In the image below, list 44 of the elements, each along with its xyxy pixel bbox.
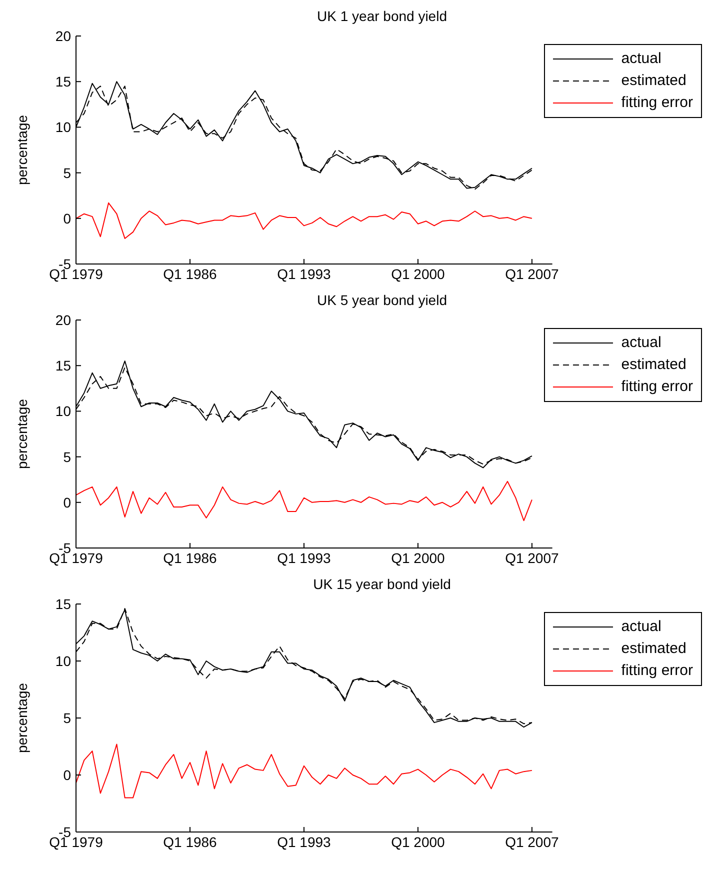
y-tick-label: 20 [55,28,72,44]
x-tick-label: Q1 2000 [391,834,446,850]
x-tick-label: Q1 1993 [277,834,332,850]
x-tick-label: Q1 2000 [391,550,446,566]
chart-title: UK 15 year bond yield [312,576,452,594]
y-axis-title: percentage [14,682,30,754]
y-tick-label: 0 [63,766,72,783]
x-tick-label: Q1 2007 [505,550,560,566]
legend-label: estimated [621,639,686,659]
y-axis-title: percentage [14,398,30,470]
y-tick-label: 5 [63,448,72,465]
x-tick-label: Q1 2000 [391,266,446,282]
line-series [76,744,532,798]
x-tick-label: Q1 1993 [277,266,332,282]
legend-label: estimated [621,355,686,375]
y-tick-label: 15 [55,358,72,374]
y-tick-label: 10 [55,403,72,420]
y-tick-label: 15 [55,596,72,612]
legend-label: actual [621,49,662,69]
y-axis-title: percentage [14,114,30,186]
legend-label: fitting error [621,377,693,397]
y-tick-label: 5 [63,710,72,726]
y-tick-label: 15 [55,74,72,90]
y-tick-label: 10 [55,652,72,669]
x-tick-label: Q1 1986 [163,834,218,850]
y-tick-label: 20 [55,312,72,328]
legend-label: actual [621,617,662,637]
x-tick-label: Q1 2007 [505,834,560,850]
legend-label: estimated [621,71,686,91]
chart-title: UK 5 year bond yield [316,292,448,310]
x-tick-label: Q1 1986 [163,550,218,566]
legend-label: fitting error [621,93,693,113]
x-tick-label: Q1 1993 [277,550,332,566]
y-tick-label: 10 [55,119,72,136]
x-tick-label: Q1 2007 [505,266,560,282]
y-tick-label: 0 [63,494,72,510]
line-series [76,202,532,239]
y-tick-label: 5 [63,164,72,181]
legend-label: fitting error [621,661,693,681]
y-tick-label: 0 [63,210,72,226]
chart-title: UK 1 year bond yield [316,8,448,26]
x-tick-label: Q1 1986 [163,266,218,282]
line-series [76,480,532,522]
legend-label: actual [621,333,662,353]
